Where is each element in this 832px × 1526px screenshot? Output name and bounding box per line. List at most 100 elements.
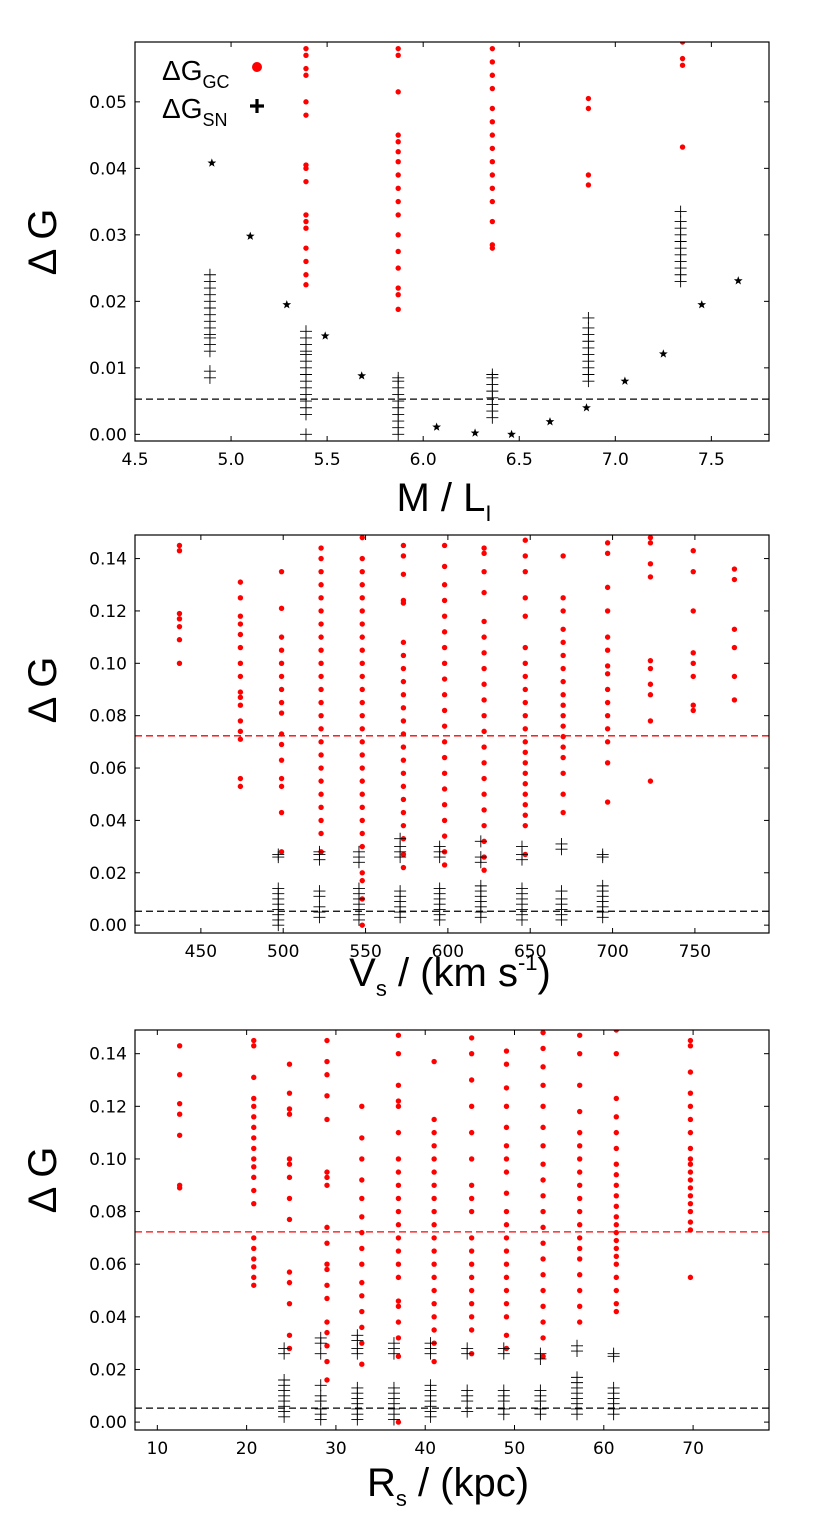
gc-point — [522, 699, 528, 706]
gc-point — [400, 652, 407, 659]
gc-point — [481, 650, 487, 656]
gc-point — [324, 1174, 330, 1181]
gc-point — [251, 1200, 257, 1207]
gc-point — [560, 595, 566, 601]
gc-point — [359, 647, 365, 653]
gc-point — [251, 1074, 257, 1081]
sn-point — [424, 1379, 437, 1392]
gc-point — [359, 1245, 365, 1252]
gc-point — [395, 1156, 402, 1162]
gc-point — [324, 1240, 330, 1246]
gc-point — [395, 1235, 402, 1241]
gc-point — [400, 705, 407, 711]
gc-point — [176, 1072, 183, 1078]
gc-point — [400, 639, 407, 646]
gc-point — [431, 1156, 437, 1162]
gc-point — [540, 1319, 546, 1325]
gc-point — [400, 665, 407, 672]
gc-point — [687, 1037, 694, 1044]
gc-point — [481, 744, 487, 750]
gc-point — [431, 1274, 437, 1281]
gc-point — [468, 1208, 475, 1215]
gc-point — [318, 791, 324, 797]
gc-point — [395, 149, 401, 155]
gc-point — [359, 1229, 365, 1236]
gc-point — [237, 783, 244, 790]
gc-point — [441, 692, 448, 698]
legend-sn-marker — [250, 99, 264, 113]
y-tick-label: 0.08 — [89, 1203, 127, 1223]
x-tick-label: 5.5 — [314, 450, 341, 470]
gc-point — [359, 791, 365, 797]
gc-point — [324, 1116, 330, 1123]
gc-point — [468, 1077, 475, 1083]
gc-point — [237, 644, 244, 651]
gc-point — [237, 718, 244, 724]
gc-point — [400, 770, 407, 776]
gc-point — [395, 198, 401, 205]
gc-point — [359, 752, 365, 758]
gc-point — [278, 757, 285, 763]
gc-point — [395, 1082, 402, 1088]
gc-point — [481, 665, 487, 672]
x-tick-label: 500 — [267, 942, 299, 962]
gc-point — [303, 65, 309, 72]
sn-point — [555, 837, 568, 850]
gc-point — [251, 1103, 257, 1110]
gc-point — [604, 726, 611, 732]
x-tick-label: 50 — [504, 1439, 526, 1459]
gc-point — [359, 1195, 365, 1202]
gc-point — [359, 712, 365, 719]
gc-point — [613, 1308, 620, 1315]
sn-point — [461, 1384, 474, 1397]
x-tick-label: 10 — [147, 1439, 169, 1459]
gc-point — [278, 647, 285, 653]
gc-point — [318, 545, 324, 551]
data-layer — [203, 42, 743, 441]
sn-point — [278, 1342, 291, 1355]
gc-point — [441, 707, 448, 714]
gc-point — [604, 663, 611, 669]
gc-point — [400, 809, 407, 816]
gc-point — [503, 1261, 510, 1267]
gc-point — [560, 809, 566, 816]
y-tick-label: 0.04 — [89, 1308, 127, 1328]
sn-point — [203, 268, 216, 281]
gc-point — [395, 232, 401, 238]
gc-point — [395, 1298, 402, 1304]
gc-point — [318, 647, 324, 653]
gc-point — [481, 822, 487, 829]
gc-point — [503, 1332, 510, 1338]
gc-point — [503, 1287, 510, 1294]
gc-point — [560, 652, 566, 659]
gc-point — [560, 744, 566, 750]
x-tick-label: 6.0 — [410, 450, 437, 470]
gc-point — [324, 1266, 330, 1273]
gc-point — [395, 1050, 402, 1057]
x-tick-label: 550 — [349, 942, 381, 962]
gc-point — [560, 733, 566, 740]
gc-point — [278, 686, 285, 693]
gc-point — [324, 1169, 330, 1175]
gc-point — [400, 864, 407, 871]
gc-point — [647, 778, 654, 784]
gc-point — [540, 1224, 546, 1231]
gc-point — [286, 1279, 293, 1286]
gc-point — [468, 1195, 475, 1202]
gc-point — [251, 1124, 257, 1131]
gc-point — [359, 1324, 365, 1331]
gc-point — [687, 1145, 694, 1152]
gc-point — [540, 1208, 546, 1215]
gc-point — [647, 692, 654, 698]
gc-point — [395, 185, 401, 191]
gc-point — [324, 1093, 330, 1099]
gc-point — [359, 870, 365, 876]
x-tick-label: 20 — [236, 1439, 258, 1459]
gc-point — [540, 1103, 546, 1110]
y-tick-label: 0.03 — [89, 226, 127, 246]
gc-point — [576, 1235, 583, 1241]
gc-point — [613, 1050, 620, 1057]
sn-point — [394, 885, 407, 898]
gc-point — [359, 1261, 365, 1267]
x-tick-label: 7.5 — [698, 450, 725, 470]
